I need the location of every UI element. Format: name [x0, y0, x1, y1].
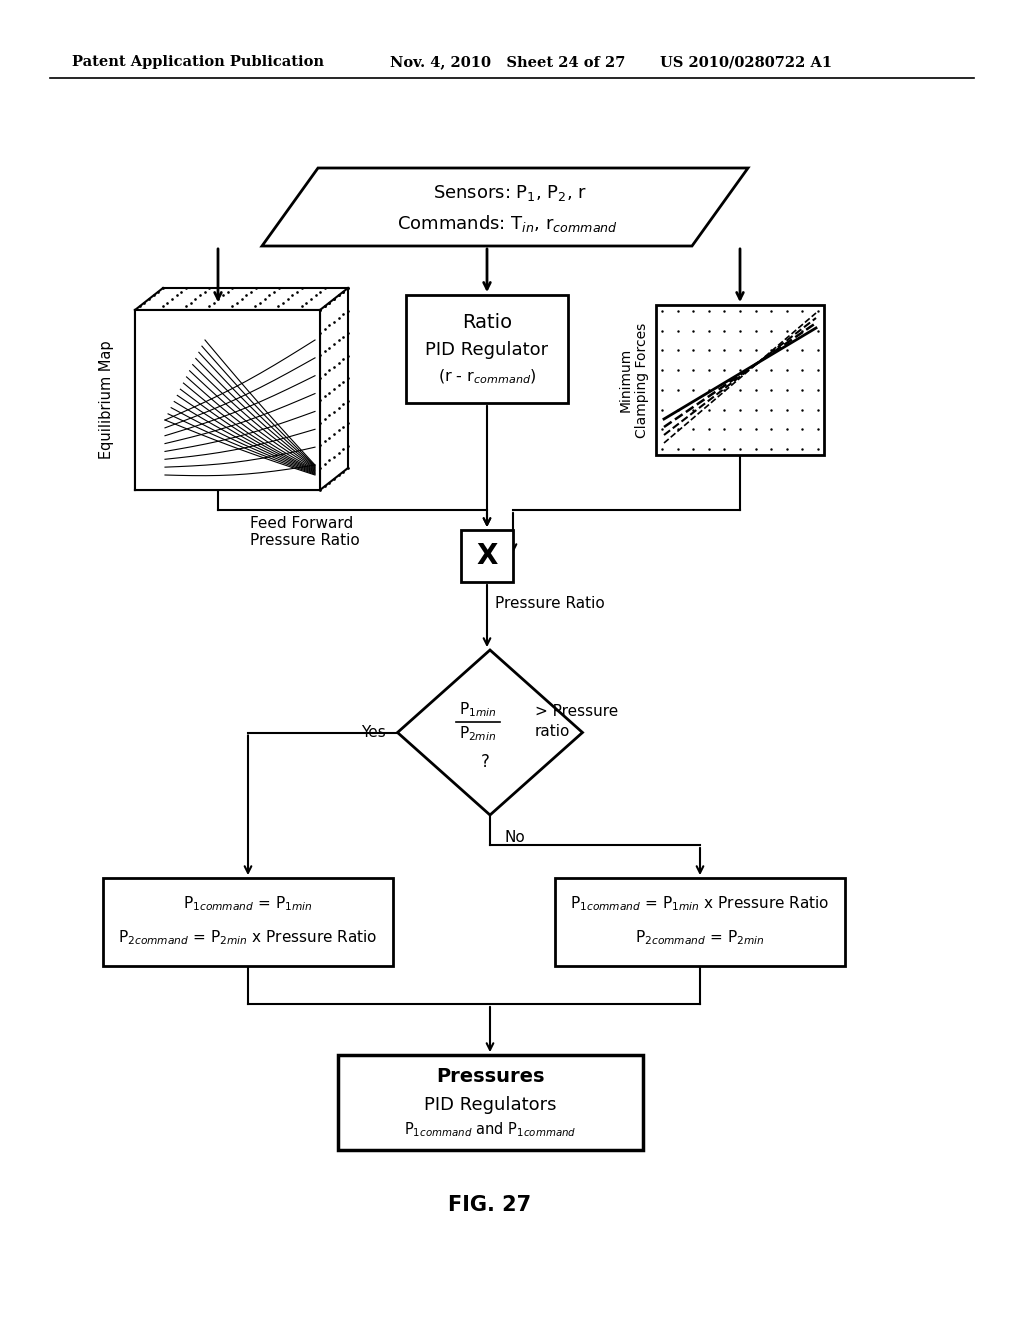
Text: Sensors: P$_1$, P$_2$, r: Sensors: P$_1$, P$_2$, r [433, 183, 587, 203]
Polygon shape [397, 649, 583, 814]
Text: P$_{2min}$: P$_{2min}$ [460, 725, 497, 743]
Text: Pressures: Pressures [436, 1068, 544, 1086]
Text: P$_{2command}$ = P$_{2min}$: P$_{2command}$ = P$_{2min}$ [635, 929, 765, 948]
Text: Ratio: Ratio [462, 314, 512, 333]
Text: PID Regulator: PID Regulator [425, 341, 549, 359]
Bar [338, 1055, 642, 1150]
Text: Pressure Ratio: Pressure Ratio [495, 597, 605, 611]
Text: Yes: Yes [360, 725, 385, 741]
Bar [406, 294, 568, 403]
Text: > Pressure: > Pressure [535, 705, 618, 719]
Text: P$_{2command}$ = P$_{2min}$ x Pressure Ratio: P$_{2command}$ = P$_{2min}$ x Pressure R… [119, 929, 378, 948]
Polygon shape [262, 168, 748, 246]
Text: ratio: ratio [535, 725, 570, 739]
Text: FIG. 27: FIG. 27 [449, 1195, 531, 1214]
Text: X: X [476, 543, 498, 570]
Text: P$_{1command}$ = P$_{1min}$: P$_{1command}$ = P$_{1min}$ [183, 895, 313, 913]
Text: Commands: T$_{in}$, r$_{command}$: Commands: T$_{in}$, r$_{command}$ [396, 214, 617, 235]
Bar [656, 305, 824, 455]
Text: Nov. 4, 2010   Sheet 24 of 27: Nov. 4, 2010 Sheet 24 of 27 [390, 55, 626, 69]
Text: P$_{1command}$ and P$_{1command}$: P$_{1command}$ and P$_{1command}$ [403, 1121, 577, 1139]
Text: Equilibrium Map: Equilibrium Map [99, 341, 115, 459]
Text: P$_{1min}$: P$_{1min}$ [459, 701, 497, 719]
Text: Patent Application Publication: Patent Application Publication [72, 55, 324, 69]
Text: Feed Forward
Pressure Ratio: Feed Forward Pressure Ratio [250, 516, 359, 548]
Text: US 2010/0280722 A1: US 2010/0280722 A1 [660, 55, 833, 69]
Bar [461, 531, 513, 582]
Text: P$_{1command}$ = P$_{1min}$ x Pressure Ratio: P$_{1command}$ = P$_{1min}$ x Pressure R… [570, 895, 829, 913]
Text: PID Regulators: PID Regulators [424, 1096, 556, 1114]
Text: Minimum
Clamping Forces: Minimum Clamping Forces [618, 322, 649, 438]
Text: No: No [505, 829, 525, 845]
Text: (r - r$_{command}$): (r - r$_{command}$) [437, 368, 537, 387]
Polygon shape [135, 310, 319, 490]
Bar [103, 878, 393, 966]
Text: ?: ? [480, 752, 489, 771]
Bar [555, 878, 845, 966]
